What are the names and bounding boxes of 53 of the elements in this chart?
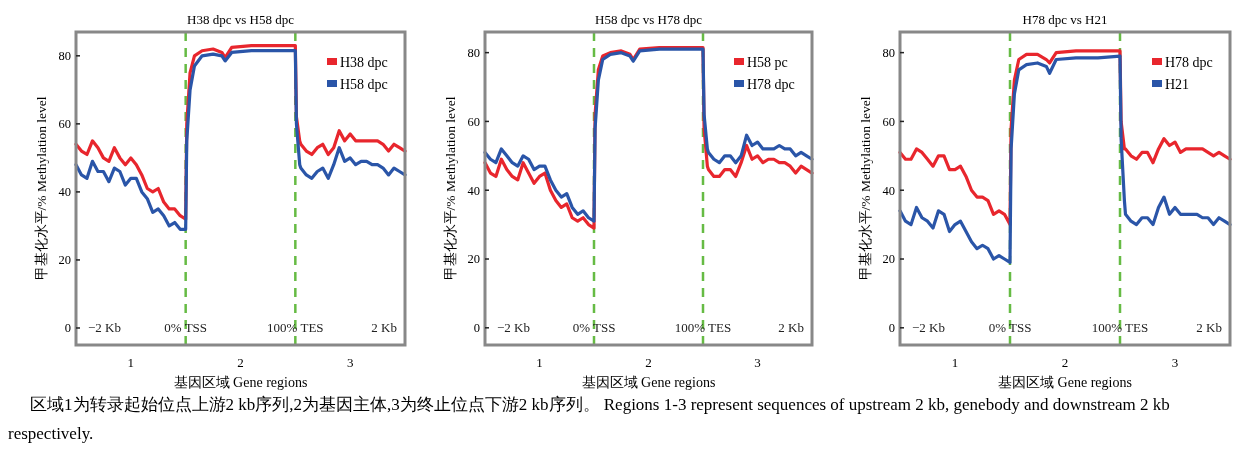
chart-title: H38 dpc vs H58 dpc: [187, 12, 295, 27]
legend-label: H78 dpc: [1165, 54, 1213, 70]
y-tick-label: 20: [58, 253, 71, 268]
y-tick-label: 80: [882, 46, 895, 61]
ref-line-label: 100% TES: [267, 319, 324, 335]
x-tick-label: 3: [346, 355, 354, 370]
annotation: 2 Kb: [1196, 319, 1222, 335]
y-axis-title: 甲基化水平/% Methylation level: [443, 96, 458, 281]
line-series: [898, 54, 1232, 265]
chart-title: H78 dpc vs H21: [1022, 12, 1108, 27]
x-tick-label: 2: [237, 355, 244, 370]
annotation: −2 Kb: [497, 319, 530, 335]
y-tick-label: 0: [473, 321, 480, 336]
x-tick-label: 3: [754, 355, 761, 370]
ref-line-label: 0% TSS: [988, 319, 1032, 335]
x-tick-label: 2: [645, 355, 652, 370]
x-tick-label: 3: [1171, 355, 1179, 370]
y-tick-label: 20: [467, 252, 480, 267]
y-tick-label: 0: [888, 321, 895, 336]
x-tick-label: 1: [536, 355, 543, 370]
legend-label: H21: [1165, 76, 1190, 92]
annotation: −2 Kb: [88, 319, 121, 335]
x-axis-title: 基因区域 Gene regions: [998, 375, 1132, 390]
y-tick-label: 60: [58, 117, 71, 132]
annotation: 2 Kb: [778, 319, 804, 335]
ref-line-label: 100% TES: [674, 319, 732, 335]
text: 区域1为转录起始位点上游2 kb序列,2为基因主体,3为终止位点下游2 kb序列。 Regions 1-3 represent sequences of upstream 2 kb, genebody and downstream 2 kb respectively.: [8, 394, 1171, 445]
x-tick-label: 2: [1061, 355, 1069, 370]
y-tick-label: 40: [58, 185, 71, 200]
ref-line-label: 0% TSS: [572, 319, 616, 335]
y-tick-label: 80: [58, 49, 71, 64]
x-axis-title: 基因区域 Gene regions: [173, 375, 308, 390]
chart-title: H58 dpc vs H78 dpc: [595, 12, 703, 27]
y-tick-label: 20: [882, 252, 895, 267]
x-tick-label: 1: [951, 355, 959, 370]
y-tick-label: 60: [882, 114, 895, 129]
y-tick-label: 0: [64, 321, 71, 336]
y-tick-label: 40: [467, 183, 480, 198]
y-axis-title: 甲基化水平/% Methylation level: [34, 96, 49, 281]
y-tick-label: 60: [467, 114, 480, 129]
x-axis-title: 基因区域 Gene regions: [581, 375, 716, 390]
ref-line-label: 100% TES: [1091, 319, 1149, 335]
legend-label: H38 dpc: [340, 54, 388, 70]
y-axis-title: 甲基化水平/% Methylation level: [858, 96, 873, 281]
annotation: −2 Kb: [912, 319, 945, 335]
legend-label: H58 dpc: [340, 76, 388, 92]
x-tick-label: 1: [127, 355, 135, 370]
y-tick-label: 40: [882, 183, 895, 198]
legend-label: H58 pc: [747, 54, 788, 70]
legend-label: H78 dpc: [747, 76, 795, 92]
annotation: 2 Kb: [371, 319, 397, 335]
ref-line-label: 0% TSS: [164, 319, 208, 335]
y-tick-label: 80: [467, 46, 480, 61]
